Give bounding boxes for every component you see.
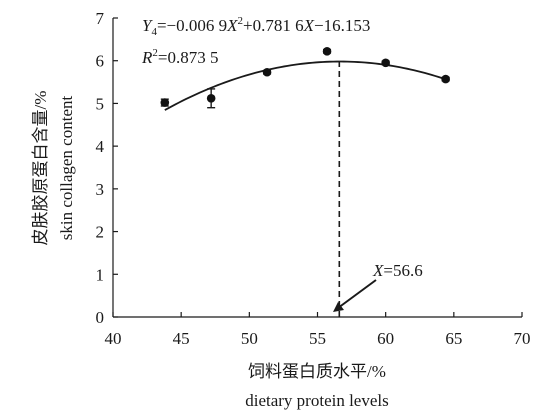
data-point: [381, 58, 390, 68]
y-tick-label: 1: [96, 265, 105, 284]
r2-sup: 2: [152, 47, 158, 59]
y-tick-label: 7: [96, 9, 105, 28]
r2-r: R: [141, 48, 153, 67]
eq-coef-c: −16.153: [314, 16, 370, 35]
x-tick-label: 45: [173, 329, 190, 348]
y-tick-label: 5: [96, 94, 105, 113]
y-tick-label: 6: [96, 52, 105, 71]
x-tick-label: 65: [445, 329, 462, 348]
y-axis-title-en: skin collagen content: [57, 95, 76, 240]
optimum-x-var: X: [372, 261, 384, 280]
eq-x-var-1: X: [226, 16, 238, 35]
optimum-arrow-head: [333, 302, 344, 312]
eq-x-sup: 2: [238, 15, 244, 27]
optimum-label: X=56.6: [372, 261, 423, 280]
y-tick-label: 2: [96, 223, 105, 242]
regression-equation: Y4=−0.006 9X2+0.781 6X−16.153: [142, 15, 370, 38]
data-point: [441, 74, 450, 84]
x-axis-title-zh: 饲料蛋白质水平/%: [248, 362, 386, 381]
eq-y-var: Y: [142, 16, 153, 35]
eq-coef-a: =−0.006 9: [157, 16, 227, 35]
data-point: [206, 94, 216, 103]
data-point: [160, 98, 170, 107]
x-ticks: 40 45 50 55 60 65 70: [105, 312, 531, 348]
x-tick-label: 40: [105, 329, 122, 348]
optimum-arrow-shaft: [337, 279, 377, 309]
data-point: [262, 67, 272, 77]
eq-coef-b: +0.781 6: [243, 16, 304, 35]
fitted-curve: [164, 60, 446, 111]
y-axis-title-zh: 皮肤胶原蛋白含量/%: [31, 91, 50, 246]
eq-x-var-2: X: [303, 16, 315, 35]
optimum-value: =56.6: [383, 261, 422, 280]
y-tick-label: 4: [96, 137, 105, 156]
y-ticks: 0 1 2 3 4 5 6 7: [96, 9, 118, 327]
data-point: [322, 47, 332, 56]
x-tick-label: 50: [241, 329, 258, 348]
x-tick-label: 55: [309, 329, 326, 348]
eq-y-sub: 4: [151, 26, 157, 38]
x-tick-label: 70: [514, 329, 531, 348]
r-squared: R2=0.873 5: [141, 47, 218, 67]
data-points: [160, 47, 450, 109]
r2-value: =0.873 5: [158, 48, 219, 67]
y-tick-label: 3: [96, 180, 105, 199]
x-axis-title-en: dietary protein levels: [245, 391, 389, 410]
y-tick-label: 0: [96, 308, 105, 327]
x-tick-label: 60: [377, 329, 394, 348]
